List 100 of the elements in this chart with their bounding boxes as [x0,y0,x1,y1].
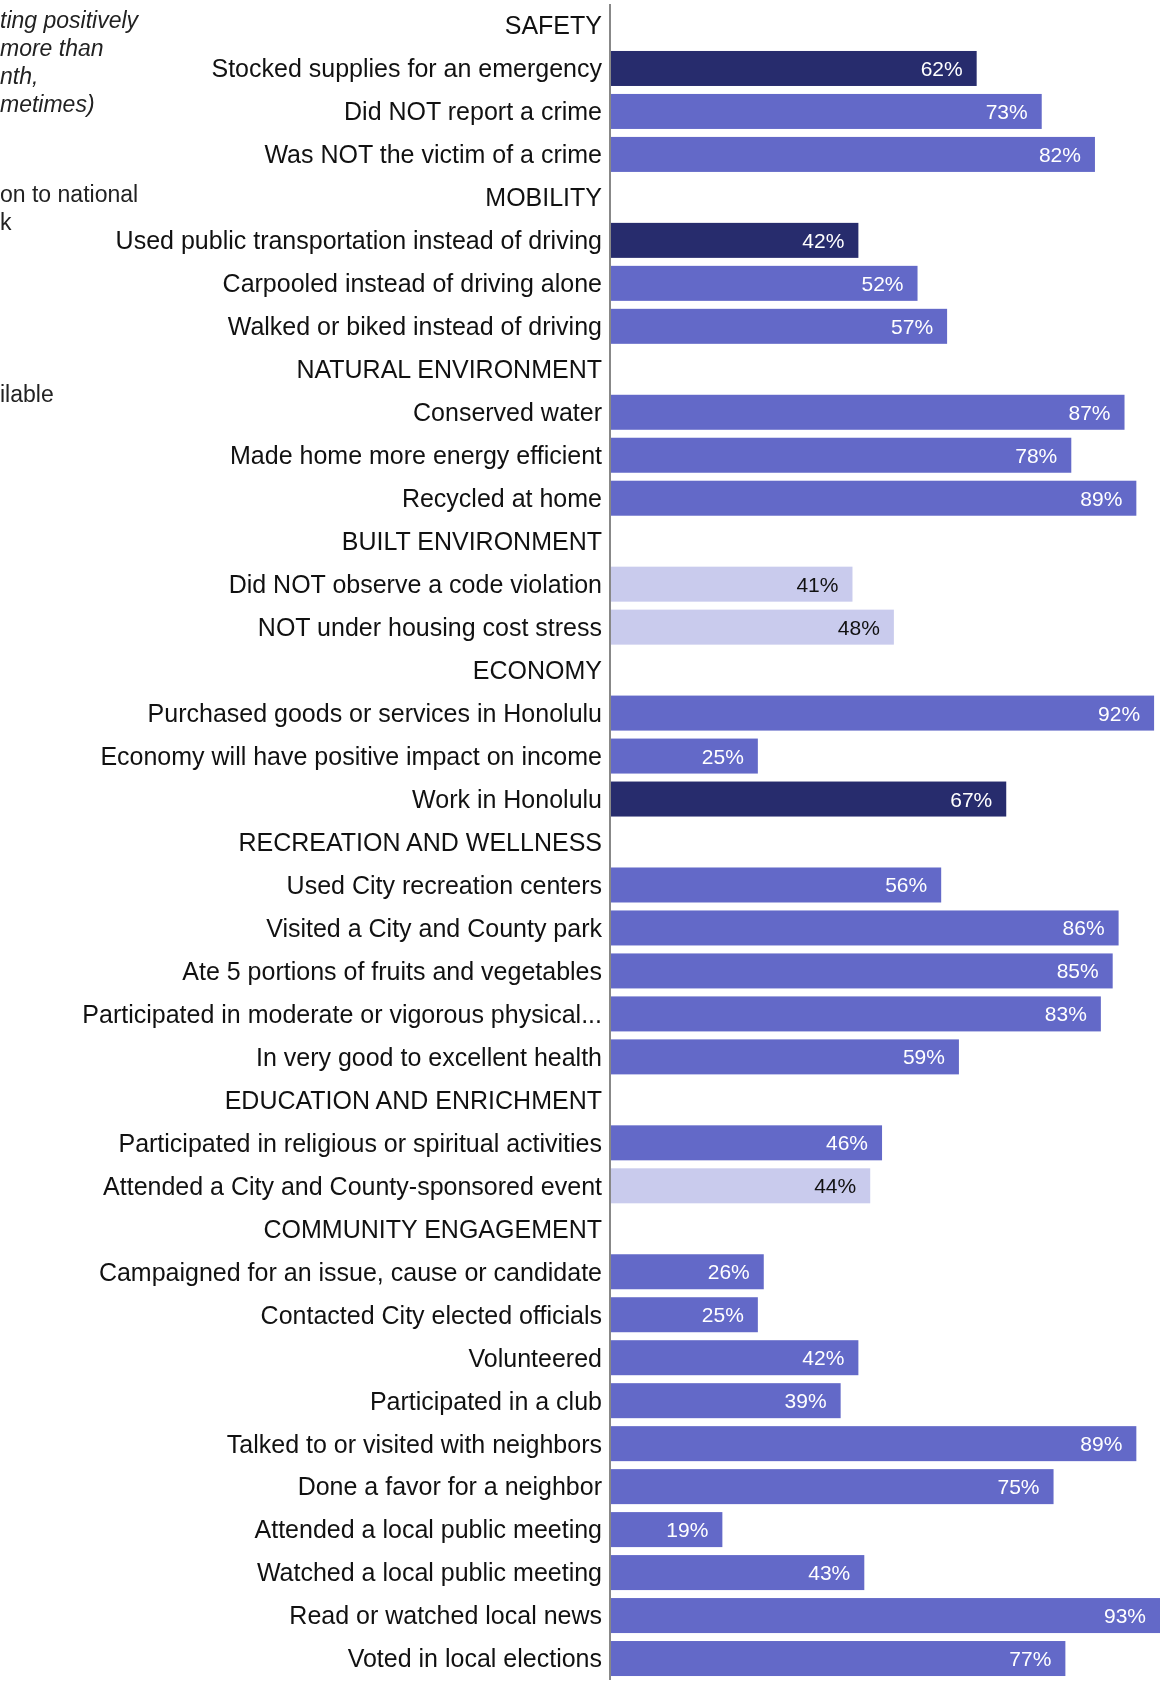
data-label: 19% [666,1518,709,1542]
data-label: 43% [808,1561,851,1585]
data-label: 52% [861,271,904,295]
y-tick-label: Ate 5 portions of fruits and vegetables [182,956,602,985]
y-tick-label: Conserved water [413,398,602,427]
data-label: 73% [985,99,1028,123]
bar [610,781,1007,817]
y-tick-label: Campaigned for an issue, cause or candidate [98,1257,602,1286]
y-tick-label: Talked to or visited with neighbors [226,1429,602,1458]
y-tick-label: Purchased goods or services in Honolulu [147,698,602,727]
data-label: 44% [814,1174,857,1198]
data-label: 25% [701,1303,744,1327]
data-label: 41% [796,572,839,596]
data-label: 62% [920,56,963,80]
y-tick-label: Did NOT observe a code violation [228,570,602,599]
y-tick-label: Carpooled instead of driving alone [222,269,602,298]
bar [610,308,948,344]
y-tick-label: In very good to excellent health [255,1042,602,1071]
data-label: 83% [1044,1002,1087,1026]
y-tick-label: Used City recreation centers [286,870,602,899]
data-label: 85% [1056,959,1099,983]
bar [610,93,1042,129]
bar [610,1555,865,1591]
data-label: 87% [1068,400,1111,424]
data-label: 86% [1062,916,1105,940]
y-tick-label: NOT under housing cost stress [257,613,602,641]
bar [610,867,942,903]
data-label: 57% [891,314,934,338]
bar [610,1125,883,1161]
y-tick-label: Done a favor for a neighbor [297,1472,602,1501]
bar [610,394,1125,430]
data-label: 56% [885,873,928,897]
bar [610,480,1137,516]
data-label: 39% [784,1389,827,1413]
y-tick-label: Did NOT report a crime [344,97,602,126]
y-tick-label: MOBILITY [485,183,603,212]
bar [610,1340,859,1376]
y-tick-label: Volunteered [468,1343,602,1372]
data-label: 42% [802,228,845,252]
y-tick-label: Participated in religious or spiritual activities [118,1128,602,1157]
y-tick-label: Participated in a club [369,1386,602,1415]
data-label: 92% [1098,701,1141,725]
bar [610,222,859,258]
y-tick-label: Read or watched local news [289,1601,602,1630]
data-label: 59% [902,1045,945,1069]
bar [610,1598,1160,1634]
y-tick-label: Visited a City and County park [266,913,603,942]
bar [610,910,1119,946]
text: ilable [0,380,54,408]
data-label: 75% [997,1475,1040,1499]
bar [610,437,1072,473]
y-tick-label: RECREATION AND WELLNESS [238,827,602,856]
y-tick-label: Watched a local public meeting [256,1558,602,1587]
y-tick-label: Work in Honolulu [412,784,602,813]
bar [610,1168,871,1204]
y-tick-label: Economy will have positive impact on income [100,741,602,770]
bar [610,265,918,301]
data-label: 77% [1009,1647,1052,1671]
data-label: 93% [1103,1604,1146,1628]
bar [610,609,894,645]
y-tick-label: Recycled at home [401,484,602,513]
y-tick-label: Participated in moderate or vigorous physical... [82,999,602,1028]
bar [610,695,1155,731]
y-tick-label: NATURAL ENVIRONMENT [296,355,602,384]
y-tick-label: Stocked supplies for an emergency [211,54,603,83]
y-tick-label: SAFETY [504,11,603,40]
y-tick-label: Walked or biked instead of driving [227,312,602,341]
bar [610,136,1095,172]
bar [610,50,977,86]
y-tick-label: Made home more energy efficient [230,441,603,470]
data-label: 89% [1080,1432,1123,1456]
y-tick-label: Attended a City and County-sponsored event [103,1171,603,1200]
data-label: 46% [826,1131,869,1155]
data-label: 67% [950,787,993,811]
data-label: 26% [707,1260,750,1284]
bar [610,1383,841,1419]
y-tick-label: EDUCATION AND ENRICHMENT [224,1085,602,1114]
bar [610,1469,1054,1505]
y-tick-label: Voted in local elections [347,1644,602,1673]
bar [610,566,853,602]
y-tick-label: BUILT ENVIRONMENT [341,527,602,556]
bar [610,1426,1137,1462]
data-label: 78% [1015,443,1058,467]
data-label: 25% [701,744,744,768]
bar [610,738,758,774]
bar [610,1641,1066,1677]
bar [610,996,1101,1032]
text: ting positively more than nth, metimes) [0,6,139,118]
bar [610,1039,959,1075]
data-label: 89% [1080,486,1123,510]
bar [610,1254,764,1290]
y-tick-label: COMMUNITY ENGAGEMENT [263,1214,602,1243]
data-label: 42% [802,1346,845,1370]
bar [610,953,1113,989]
y-tick-label: Was NOT the victim of a crime [264,140,602,169]
y-tick-label: Attended a local public meeting [254,1515,602,1544]
y-tick-label: Contacted City elected officials [260,1300,602,1329]
bar [610,1297,758,1333]
bar [610,1512,723,1548]
y-tick-label: ECONOMY [472,655,603,684]
